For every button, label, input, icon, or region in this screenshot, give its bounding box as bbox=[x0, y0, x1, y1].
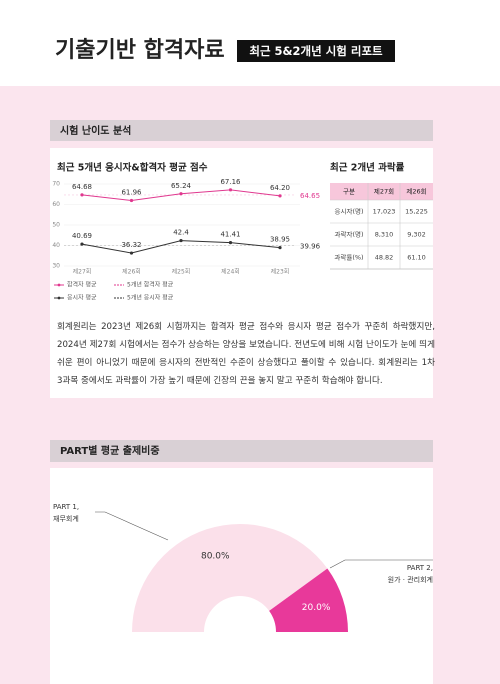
table-header: 구분 bbox=[343, 188, 355, 196]
category-label: 원가 · 관리회계 bbox=[388, 575, 433, 584]
y-tick-label: 50 bbox=[52, 222, 60, 229]
x-tick-label: 제24회 bbox=[221, 268, 240, 276]
data-point bbox=[278, 246, 282, 250]
table-cell: 응시자(명) bbox=[335, 207, 364, 216]
data-point bbox=[129, 251, 134, 255]
data-point bbox=[80, 242, 84, 246]
section-bar bbox=[50, 440, 433, 462]
category-label: PART 2, bbox=[407, 564, 433, 572]
pie-slice bbox=[269, 568, 348, 632]
data-point bbox=[80, 193, 84, 197]
pie-slice bbox=[132, 523, 328, 632]
table-cell: 과락자(명) bbox=[335, 230, 364, 239]
table-cell: 15,225 bbox=[405, 208, 428, 216]
category-label: 재무회계 bbox=[53, 514, 79, 523]
data-label: 67.16 bbox=[220, 178, 241, 186]
chart-title: 최근 5개년 응시자&합격자 평균 점수 bbox=[57, 162, 208, 174]
legend-dot bbox=[57, 296, 61, 300]
table-cell: 과락률(%) bbox=[334, 253, 363, 262]
leader-line bbox=[95, 511, 169, 541]
data-label: 41.41 bbox=[220, 231, 240, 239]
paragraph: 회계원리는 2023년 제26회 시험까지는 합격자 평균 점수와 응시자 평균… bbox=[57, 322, 435, 386]
data-label: 40.69 bbox=[72, 232, 92, 240]
table-header-bg bbox=[330, 183, 433, 200]
average-label: 64.65 bbox=[300, 192, 320, 200]
badge-box bbox=[237, 40, 395, 62]
legend-label: 5개년 응시자 평균 bbox=[127, 294, 174, 302]
page-title: 기출기반 합격자료 bbox=[55, 37, 225, 63]
slice-label: 20.0% bbox=[302, 603, 331, 613]
table-title: 최근 2개년 과락률 bbox=[330, 162, 405, 174]
legend-label: 합격자 평균 bbox=[67, 281, 97, 289]
data-label: 65.24 bbox=[171, 182, 192, 190]
y-tick-label: 60 bbox=[52, 201, 60, 208]
data-point bbox=[228, 188, 233, 192]
data-point bbox=[179, 192, 183, 196]
y-tick-label: 40 bbox=[52, 242, 60, 249]
data-label: 42.4 bbox=[173, 229, 189, 237]
section-heading: 시험 난이도 분석 bbox=[60, 124, 131, 137]
data-label: 64.68 bbox=[72, 183, 92, 191]
section-bar bbox=[50, 120, 433, 141]
table-header: 제27회 bbox=[374, 188, 394, 196]
legend-label: 응시자 평균 bbox=[67, 294, 97, 302]
table-cell: 9,302 bbox=[407, 231, 426, 239]
table-cell: 8,310 bbox=[375, 231, 394, 239]
table-header: 제26회 bbox=[406, 188, 426, 196]
badge-text: 최근 5&2개년 시험 리포트 bbox=[249, 44, 383, 58]
legend-dot bbox=[57, 283, 61, 287]
data-point bbox=[179, 238, 183, 243]
data-label: 38.95 bbox=[270, 236, 290, 244]
leader-line bbox=[329, 559, 433, 569]
table-cell: 61.10 bbox=[407, 254, 426, 262]
data-label: 64.20 bbox=[270, 184, 290, 192]
table-cell: 48.82 bbox=[375, 254, 394, 262]
data-label: 61.96 bbox=[121, 188, 142, 196]
category-label: PART 1, bbox=[53, 503, 79, 511]
y-tick-label: 70 bbox=[52, 181, 60, 188]
section-heading: PART별 평균 출제비중 bbox=[60, 444, 160, 457]
x-tick-label: 제27회 bbox=[73, 268, 92, 276]
y-tick-label: 30 bbox=[52, 263, 60, 270]
slice-label: 80.0% bbox=[201, 551, 230, 561]
x-tick-label: 제25회 bbox=[172, 268, 191, 276]
data-point bbox=[228, 241, 233, 245]
x-tick-label: 제23회 bbox=[271, 268, 290, 276]
table-cell: 17,023 bbox=[373, 208, 396, 216]
legend-label: 5개년 합격자 평균 bbox=[127, 281, 174, 289]
data-point bbox=[278, 194, 282, 198]
data-label: 36.32 bbox=[121, 241, 141, 249]
data-point bbox=[129, 198, 134, 203]
average-label: 39.96 bbox=[300, 243, 321, 251]
x-tick-label: 제26회 bbox=[122, 268, 141, 276]
